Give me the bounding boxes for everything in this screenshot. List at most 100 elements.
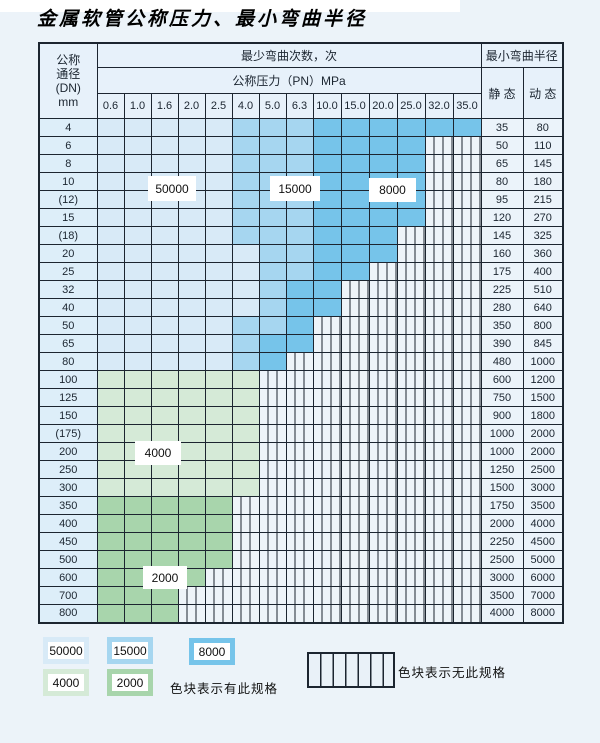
no-spec-cell	[396, 352, 426, 371]
dn-cell: (175)	[38, 424, 98, 443]
table-row: 150 900 1800	[38, 406, 564, 425]
spec-cell	[258, 334, 287, 353]
no-spec-cell	[424, 496, 454, 515]
no-spec-cell	[452, 244, 482, 263]
spec-cell	[150, 262, 179, 281]
legend-swatch-label: 4000	[48, 674, 84, 691]
static-value: 390	[480, 334, 524, 353]
no-spec-cell	[285, 352, 314, 371]
dn-cell: 200	[38, 442, 98, 461]
spec-cell	[204, 172, 233, 191]
spec-cell	[204, 478, 233, 497]
static-value: 145	[480, 226, 524, 245]
dn-cell: 600	[38, 568, 98, 587]
spec-cell	[177, 496, 206, 515]
spec-cell	[231, 298, 260, 317]
legend: 50000 15000 8000 4000 2000 色块表示有此规格 色块表示…	[0, 630, 600, 743]
spec-cell	[368, 208, 398, 227]
spec-cell	[177, 388, 206, 407]
static-value: 2500	[480, 550, 524, 569]
static-value: 225	[480, 280, 524, 299]
spec-cell	[96, 280, 125, 299]
no-spec-cell	[452, 334, 482, 353]
no-spec-cell	[340, 424, 370, 443]
dn-cell: 32	[38, 280, 98, 299]
no-spec-cell	[312, 550, 342, 569]
spec-cell	[204, 244, 233, 263]
legend-no-spec-text: 色块表示无此规格	[398, 666, 507, 680]
static-value: 120	[480, 208, 524, 227]
pressure-tick: 0.6	[96, 93, 125, 119]
legend-swatch-label: 2000	[112, 674, 148, 691]
no-spec-cell	[396, 586, 426, 605]
dn-cell: 20	[38, 244, 98, 263]
dynamic-value: 4000	[522, 514, 564, 533]
spec-cell	[340, 262, 370, 281]
static-value: 900	[480, 406, 524, 425]
no-spec-cell	[204, 604, 233, 623]
static-value: 160	[480, 244, 524, 263]
spec-cell	[96, 478, 125, 497]
no-spec-cell	[285, 496, 314, 515]
no-spec-cell	[368, 532, 398, 551]
no-spec-cell	[368, 478, 398, 497]
no-spec-cell	[368, 442, 398, 461]
spec-cell	[312, 118, 342, 137]
spec-cell	[285, 226, 314, 245]
spec-cell	[312, 226, 342, 245]
spec-cell	[150, 604, 179, 623]
dn-cell: 40	[38, 298, 98, 317]
spec-cell	[150, 532, 179, 551]
dynamic-value: 1200	[522, 370, 564, 389]
spec-cell	[285, 262, 314, 281]
no-spec-cell	[312, 514, 342, 533]
static-value: 175	[480, 262, 524, 281]
no-spec-cell	[368, 262, 398, 281]
no-spec-cell	[368, 604, 398, 623]
pressure-tick: 32.0	[424, 93, 454, 119]
no-spec-cell	[452, 514, 482, 533]
no-spec-cell	[340, 334, 370, 353]
spec-cell	[340, 118, 370, 137]
no-spec-cell	[396, 226, 426, 245]
no-spec-cell	[285, 604, 314, 623]
spec-cell	[96, 442, 125, 461]
spec-cell	[96, 154, 125, 173]
legend-swatch-2000: 2000	[107, 669, 153, 696]
no-spec-cell	[424, 226, 454, 245]
dynamic-value: 2000	[522, 424, 564, 443]
no-spec-cell	[258, 424, 287, 443]
dn-cell: 450	[38, 532, 98, 551]
spec-cell	[96, 118, 125, 137]
no-spec-cell	[452, 370, 482, 389]
spec-cell	[312, 262, 342, 281]
no-spec-cell	[368, 370, 398, 389]
no-spec-cell	[285, 586, 314, 605]
spec-cell	[285, 154, 314, 173]
table-row: 20 160 360	[38, 244, 564, 263]
no-spec-cell	[340, 352, 370, 371]
dynamic-header: 动 态	[522, 67, 564, 119]
spec-cell	[231, 424, 260, 443]
no-spec-cell	[340, 370, 370, 389]
no-spec-cell	[396, 316, 426, 335]
no-spec-cell	[258, 478, 287, 497]
spec-cell	[150, 118, 179, 137]
no-spec-cell	[368, 496, 398, 515]
spec-cell	[150, 388, 179, 407]
no-spec-cell	[258, 586, 287, 605]
no-spec-cell	[340, 586, 370, 605]
spec-cell	[123, 370, 152, 389]
spec-cell	[123, 262, 152, 281]
dynamic-value: 2500	[522, 460, 564, 479]
spec-cell	[96, 136, 125, 155]
no-spec-cell	[424, 136, 454, 155]
no-spec-cell	[452, 442, 482, 461]
dn-header-cell: 公称 通径 (DN) mm	[38, 42, 98, 119]
spec-cell	[177, 478, 206, 497]
spec-cell	[204, 550, 233, 569]
dynamic-value: 640	[522, 298, 564, 317]
static-value: 2000	[480, 514, 524, 533]
no-spec-cell	[340, 550, 370, 569]
no-spec-cell	[368, 334, 398, 353]
